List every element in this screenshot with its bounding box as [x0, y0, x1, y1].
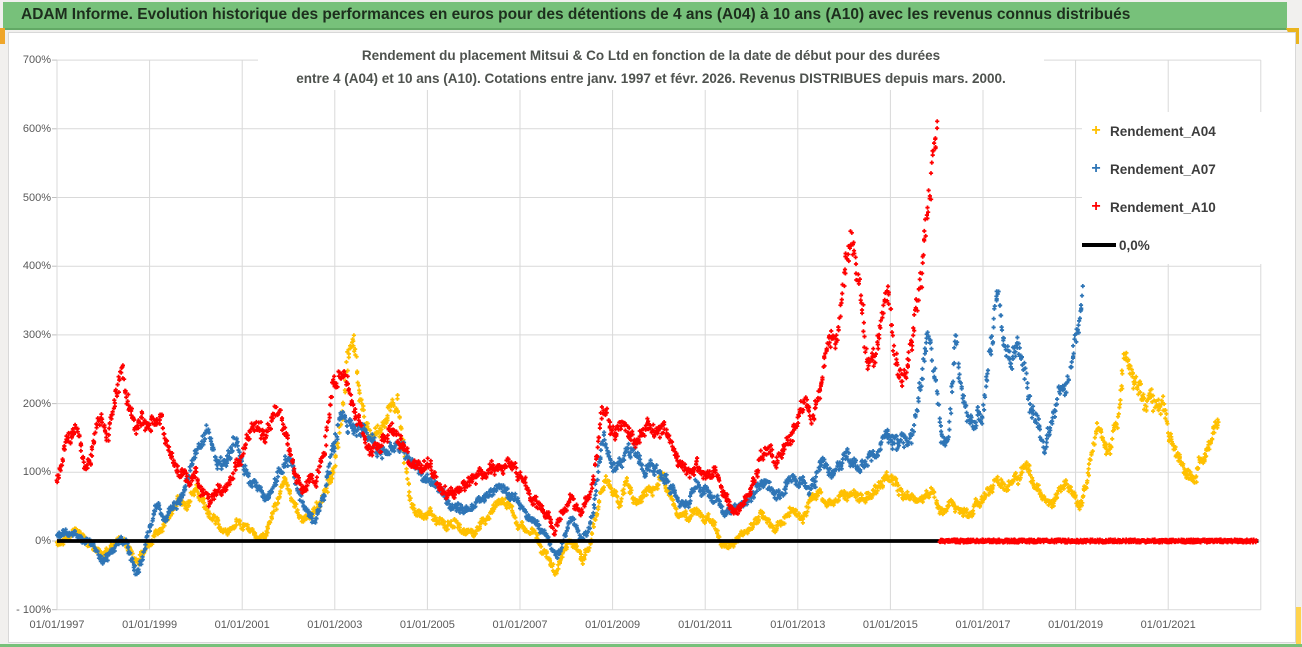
x-tick-label: 01/01/2005 [399, 619, 455, 631]
series-rendement_a04 [54, 333, 1221, 577]
series-rendement_a10 [54, 119, 940, 537]
line-swatch-icon [1082, 243, 1116, 247]
selection-handle-bottom-right [1296, 607, 1301, 644]
chart-title-line2: entre 4 (A04) et 10 ans (A10). Cotations… [296, 71, 1006, 86]
legend-label: Rendement_A10 [1110, 199, 1216, 215]
selection-handle-left [0, 28, 5, 44]
x-tick-label: 01/01/1999 [122, 619, 178, 631]
y-tick-label: 300% [22, 328, 51, 341]
x-tick-label: 01/01/2011 [678, 619, 733, 631]
worksheet-header-bar[interactable]: ADAM Informe. Evolution historique des p… [3, 2, 1287, 30]
y-tick-label: 600% [22, 122, 51, 135]
chart-title-line1: Rendement du placement Mitsui & Co Ltd e… [361, 48, 941, 63]
legend-label: Rendement_A07 [1110, 161, 1216, 177]
chart-title: Rendement du placement Mitsui & Co Ltd e… [258, 44, 1044, 90]
series-rendement_a07 [55, 284, 1085, 577]
y-tick-label: 500% [22, 191, 51, 204]
series-rendement_a10-zero-tail [937, 537, 1259, 545]
x-tick-label: 01/01/2003 [307, 619, 363, 631]
x-tick-label: 01/01/2015 [862, 619, 918, 631]
legend-label: 0,0% [1119, 237, 1150, 253]
x-tick-label: 01/01/2019 [1048, 619, 1104, 631]
y-tick-label: - 100% [16, 603, 51, 616]
y-tick-label: 0% [35, 535, 51, 547]
y-tick-label: 700% [22, 54, 51, 67]
x-tick-label: 01/01/1997 [29, 619, 85, 631]
x-tick-label: 01/01/2017 [955, 619, 1011, 631]
page-title: ADAM Informe. Evolution historique des p… [21, 6, 1131, 23]
plus-marker-icon: + [1091, 198, 1101, 215]
plus-marker-icon: + [1091, 122, 1101, 139]
worksheet-row-strip [0, 644, 1302, 647]
x-tick-label: 01/01/2013 [770, 619, 826, 631]
legend-item-rendement-a07[interactable]: + Rendement_A07 [1082, 150, 1264, 188]
x-tick-label: 01/01/2001 [214, 619, 270, 631]
chart-legend[interactable]: + Rendement_A04 + Rendement_A07 + Rendement_A… [1082, 112, 1264, 264]
legend-item-rendement-a04[interactable]: + Rendement_A04 [1082, 112, 1264, 150]
x-tick-label: 01/01/2021 [1140, 619, 1196, 631]
plus-marker-icon: + [1091, 160, 1101, 177]
y-tick-label: 200% [22, 397, 51, 410]
legend-label: Rendement_A04 [1110, 123, 1216, 139]
y-tick-label: 400% [22, 260, 51, 273]
legend-item-0-0-[interactable]: 0,0% [1082, 226, 1264, 264]
x-tick-label: 01/01/2007 [492, 619, 548, 631]
y-tick-label: 100% [22, 466, 51, 479]
legend-item-rendement-a10[interactable]: + Rendement_A10 [1082, 188, 1264, 226]
x-tick-label: 01/01/2009 [585, 619, 641, 631]
